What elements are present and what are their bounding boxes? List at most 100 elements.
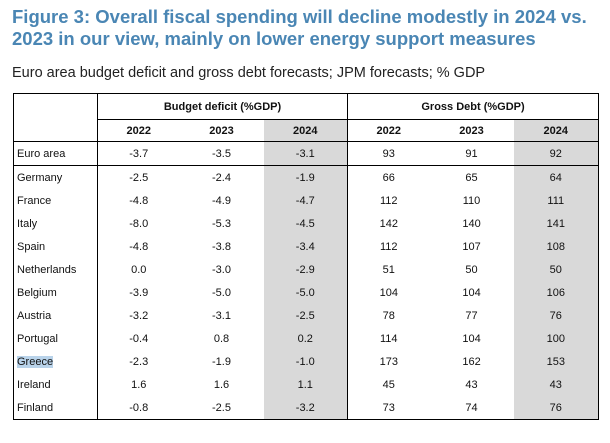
debt-cell: 51 bbox=[347, 258, 430, 281]
table-row: Greece -2.3 -1.9 -1.0 173 162 153 bbox=[13, 350, 600, 373]
debt-cell: 64 bbox=[513, 165, 600, 189]
debt-cell: 108 bbox=[513, 235, 600, 258]
country-cell: Greece bbox=[13, 350, 98, 373]
deficit-cell: 1.1 bbox=[263, 373, 348, 396]
country-label: Finland bbox=[17, 401, 54, 414]
debt-cell: 106 bbox=[513, 281, 600, 304]
country-label: Germany bbox=[17, 171, 63, 184]
debt-cell: 74 bbox=[429, 396, 514, 420]
deficit-cell: -3.1 bbox=[212, 309, 231, 322]
deficit-cell: 0.8 bbox=[213, 332, 230, 345]
deficit-cell: -2.4 bbox=[212, 171, 231, 184]
corner-cell bbox=[13, 119, 98, 142]
deficit-cell: -1.9 bbox=[263, 165, 348, 189]
deficit-cell: -2.5 bbox=[263, 304, 348, 327]
year-header: 2024 bbox=[263, 119, 348, 142]
debt-cell: 112 bbox=[347, 235, 430, 258]
debt-cell: 104 bbox=[462, 332, 481, 345]
debt-cell: 110 bbox=[462, 194, 481, 207]
debt-cell: 50 bbox=[513, 258, 600, 281]
deficit-cell: -4.8 bbox=[97, 189, 180, 212]
country-label: Italy bbox=[17, 217, 38, 230]
debt-cell: 43 bbox=[513, 373, 600, 396]
debt-cell: 50 bbox=[465, 263, 478, 276]
country-label: Austria bbox=[17, 309, 52, 322]
debt-cell: 141 bbox=[513, 212, 600, 235]
country-cell: Italy bbox=[13, 212, 98, 235]
country-label: Greece bbox=[17, 355, 54, 368]
corner-cell bbox=[13, 93, 98, 120]
deficit-cell: -3.0 bbox=[212, 263, 231, 276]
debt-cell: 112 bbox=[347, 189, 430, 212]
deficit-cell: -0.4 bbox=[97, 327, 180, 350]
country-label: Netherlands bbox=[17, 263, 77, 276]
deficit-cell: 0.0 bbox=[97, 258, 180, 281]
deficit-cell: -5.3 bbox=[212, 217, 231, 230]
country-cell: Belgium bbox=[13, 281, 98, 304]
table-row: Ireland 1.6 1.6 1.1 45 43 43 bbox=[13, 373, 600, 396]
debt-cell: 114 bbox=[347, 327, 430, 350]
country-cell: France bbox=[13, 189, 98, 212]
debt-cell: 76 bbox=[513, 304, 600, 327]
deficit-cell: -2.3 bbox=[97, 350, 180, 373]
deficit-cell: -3.7 bbox=[97, 141, 180, 166]
figure-title: Figure 3: Overall fiscal spending will d… bbox=[12, 6, 587, 49]
debt-cell: 66 bbox=[347, 165, 430, 189]
debt-cell: 73 bbox=[347, 396, 430, 420]
debt-cell: 93 bbox=[347, 141, 430, 166]
group-header-deficit: Budget deficit (%GDP) bbox=[96, 93, 348, 120]
country-cell: Ireland bbox=[13, 373, 98, 396]
year-header: 2023 bbox=[429, 119, 514, 142]
deficit-cell: -1.0 bbox=[263, 350, 348, 373]
deficit-cell: -3.4 bbox=[263, 235, 348, 258]
year-header: 2023 bbox=[179, 119, 264, 142]
group-header-debt: Gross Debt (%GDP) bbox=[347, 93, 600, 120]
deficit-cell: -0.8 bbox=[97, 396, 180, 420]
deficit-cell: 1.6 bbox=[213, 378, 230, 391]
debt-cell: 45 bbox=[347, 373, 430, 396]
year-header: 2024 bbox=[513, 119, 600, 142]
table-row: Portugal -0.4 0.8 0.2 114 104 100 bbox=[13, 327, 600, 350]
year-header: 2022 bbox=[97, 119, 180, 142]
deficit-cell: 1.6 bbox=[97, 373, 180, 396]
deficit-cell: -5.0 bbox=[263, 281, 348, 304]
debt-cell: 100 bbox=[513, 327, 600, 350]
table-body: Euro area -3.7 -3.5 -3.1 93 91 92 Germany -2.5 -2… bbox=[13, 141, 600, 420]
debt-cell: 142 bbox=[347, 212, 430, 235]
deficit-cell: -3.9 bbox=[97, 281, 180, 304]
figure-subtitle: Euro area budget deficit and gross debt … bbox=[12, 65, 486, 81]
debt-cell: 43 bbox=[465, 378, 478, 391]
deficit-cell: -4.9 bbox=[212, 194, 231, 207]
deficit-cell: -4.8 bbox=[97, 235, 180, 258]
table-row: Germany -2.5 -2.4 -1.9 66 65 64 bbox=[13, 165, 600, 189]
country-label: France bbox=[17, 194, 52, 207]
debt-cell: 111 bbox=[513, 189, 600, 212]
country-cell: Portugal bbox=[13, 327, 98, 350]
deficit-cell: -5.0 bbox=[212, 286, 231, 299]
country-cell: Spain bbox=[13, 235, 98, 258]
debt-cell: 140 bbox=[462, 217, 481, 230]
deficit-cell: -4.7 bbox=[263, 189, 348, 212]
country-label: Ireland bbox=[17, 378, 51, 391]
deficit-cell: -8.0 bbox=[97, 212, 180, 235]
debt-cell: 78 bbox=[347, 304, 430, 327]
deficit-cell: -2.9 bbox=[263, 258, 348, 281]
year-header: 2022 bbox=[347, 119, 430, 142]
country-cell: Austria bbox=[13, 304, 98, 327]
table-row: Belgium -3.9 -5.0 -5.0 104 104 106 bbox=[13, 281, 600, 304]
debt-cell: 76 bbox=[513, 396, 600, 420]
country-label: Belgium bbox=[17, 286, 57, 299]
deficit-cell: -3.8 bbox=[212, 240, 231, 253]
debt-cell: 77 bbox=[465, 309, 478, 322]
deficit-cell: -3.2 bbox=[263, 396, 348, 420]
debt-cell: 65 bbox=[465, 171, 478, 184]
country-label: Euro area bbox=[17, 147, 66, 160]
country-label: Spain bbox=[17, 240, 46, 253]
table-row: Netherlands 0.0 -3.0 -2.9 51 50 50 bbox=[13, 258, 600, 281]
deficit-cell: -4.5 bbox=[263, 212, 348, 235]
table-row: Austria -3.2 -3.1 -2.5 78 77 76 bbox=[13, 304, 600, 327]
debt-cell: 107 bbox=[462, 240, 481, 253]
country-cell: Netherlands bbox=[13, 258, 98, 281]
country-cell: Euro area bbox=[13, 141, 98, 166]
deficit-cell: -3.5 bbox=[179, 141, 264, 166]
